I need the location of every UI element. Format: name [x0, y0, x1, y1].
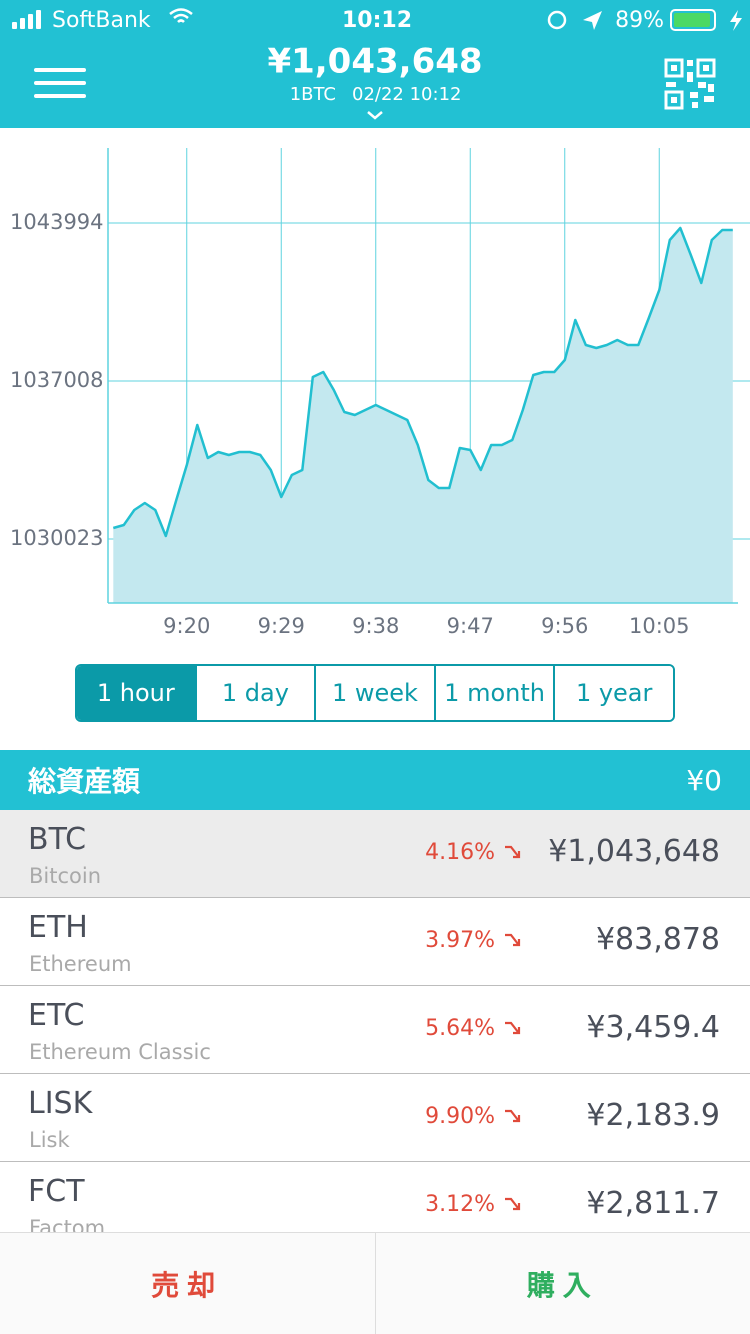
asset-symbol: ETC — [28, 998, 85, 1033]
wifi-icon — [169, 8, 193, 23]
buy-button[interactable]: 購入 — [526, 1268, 599, 1302]
clock: 10:12 — [342, 8, 412, 33]
down-arrow-icon — [505, 845, 521, 859]
current-price: ¥1,043,648 — [267, 42, 482, 82]
x-tick-label: 9:20 — [163, 614, 210, 638]
down-arrow-icon — [505, 933, 521, 947]
price-timestamp: 02/22 10:12 — [352, 84, 461, 105]
total-assets-bar: 総資産額 ¥0 — [0, 750, 750, 810]
asset-row[interactable]: ETH Ethereum 3.97% ¥83,878 — [0, 898, 750, 986]
total-assets-value: ¥0 — [686, 763, 722, 797]
down-arrow-icon — [505, 1109, 521, 1123]
expand-chevron[interactable] — [367, 111, 383, 120]
x-tick-label: 10:05 — [629, 614, 690, 638]
price-change: 3.12% — [425, 1192, 495, 1217]
arrow-path — [505, 1109, 521, 1123]
range-tab[interactable]: 1 week — [314, 666, 434, 720]
range-tab[interactable]: 1 hour — [77, 666, 195, 720]
range-tab[interactable]: 1 year — [553, 666, 673, 720]
asset-price: ¥1,043,648 — [548, 834, 720, 869]
arrow-path — [505, 845, 521, 859]
header: SoftBank 10:12 89% ¥1,043,648 1BTC 02/22… — [0, 0, 750, 128]
range-tabs: 1 hour 1 day 1 week 1 month 1 year — [75, 664, 675, 722]
down-arrow-icon — [505, 1197, 521, 1211]
asset-row[interactable]: BTC Bitcoin 4.16% ¥1,043,648 — [0, 810, 750, 898]
total-assets-title: 総資産額 — [28, 765, 141, 798]
asset-symbol: ETH — [28, 910, 88, 945]
rotation-lock-icon — [547, 10, 567, 30]
range-tab[interactable]: 1 day — [194, 666, 315, 720]
nav-bar: ¥1,043,648 1BTC 02/22 10:12 — [34, 42, 716, 120]
qr-button[interactable] — [664, 58, 716, 110]
charging-icon — [730, 10, 742, 31]
arrow-path — [505, 933, 521, 947]
price-change: 5.64% — [425, 1016, 495, 1041]
battery-percent: 89% — [615, 8, 664, 33]
asset-price: ¥83,878 — [595, 922, 720, 957]
asset-name: Ethereum — [29, 952, 132, 976]
y-tick-label: 1037008 — [10, 368, 104, 392]
price-change: 4.16% — [425, 840, 495, 865]
price-area — [113, 228, 733, 603]
pair-label: 1BTC — [290, 84, 336, 105]
price-chart: 1030023 1037008 1043994 9:20 9:29 9:38 9:47 9:5… — [10, 148, 750, 638]
action-bar: 売却 購入 — [0, 1232, 750, 1334]
x-tick-label: 9:29 — [258, 614, 305, 638]
y-tick-label: 1030023 — [10, 526, 104, 550]
price-change: 3.97% — [425, 928, 495, 953]
asset-symbol: BTC — [28, 822, 87, 857]
battery-level — [674, 13, 710, 27]
status-bar: SoftBank 10:12 89% — [12, 8, 742, 33]
location-icon — [583, 11, 602, 30]
asset-price: ¥2,811.7 — [586, 1186, 720, 1221]
asset-symbol: FCT — [28, 1174, 85, 1209]
asset-row[interactable]: LISK Lisk 9.90% ¥2,183.9 — [0, 1074, 750, 1162]
signal-icon — [12, 10, 41, 29]
asset-list: BTC Bitcoin 4.16% ¥1,043,648 ETH Ethereum 3.97… — [0, 810, 750, 1250]
menu-button[interactable] — [34, 68, 86, 98]
sell-button[interactable]: 売却 — [0, 1233, 376, 1334]
down-arrow-icon — [505, 1021, 521, 1035]
price-line — [112, 226, 733, 538]
arrow-path — [505, 1197, 521, 1211]
x-tick-label: 9:47 — [447, 614, 494, 638]
asset-name: Ethereum Classic — [29, 1040, 211, 1064]
asset-price: ¥3,459.4 — [586, 1010, 720, 1045]
carrier: SoftBank — [52, 8, 151, 33]
range-tab[interactable]: 1 month — [433, 666, 554, 720]
asset-row[interactable]: ETC Ethereum Classic 5.64% ¥3,459.4 — [0, 986, 750, 1074]
arrow-path — [505, 1021, 521, 1035]
y-tick-label: 1043994 — [10, 210, 104, 234]
x-tick-label: 9:38 — [352, 614, 399, 638]
asset-price: ¥2,183.9 — [586, 1098, 720, 1133]
battery-icon — [670, 9, 716, 31]
asset-name: Bitcoin — [29, 864, 102, 888]
x-tick-label: 9:56 — [541, 614, 588, 638]
asset-symbol: LISK — [28, 1086, 93, 1121]
asset-name: Lisk — [29, 1128, 70, 1152]
price-change: 9.90% — [425, 1104, 495, 1129]
